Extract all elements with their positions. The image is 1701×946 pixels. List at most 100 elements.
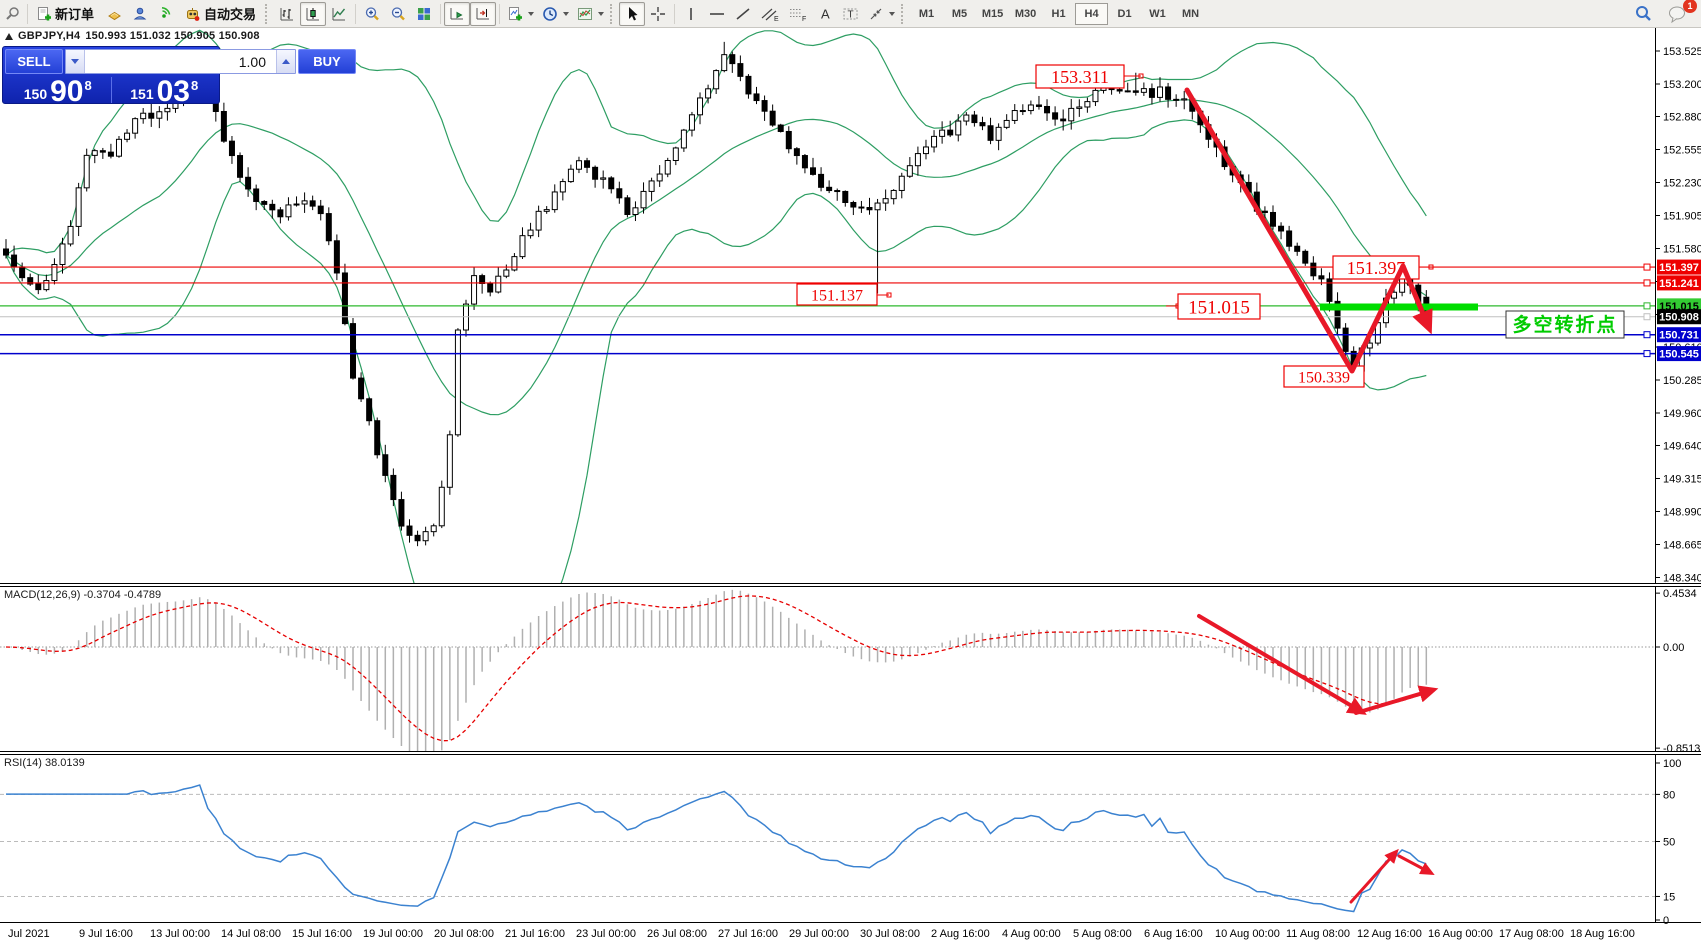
chart-shift-icon (476, 7, 490, 19)
zoom-in-button[interactable] (359, 2, 385, 26)
arrows-button[interactable] (864, 2, 899, 26)
price-annotation[interactable]: 151.397 (1332, 255, 1434, 280)
text-a-icon: A (821, 6, 830, 21)
panel-splitter[interactable] (0, 751, 1701, 755)
cursor-button[interactable] (619, 1, 646, 26)
trend-arrow[interactable] (1397, 854, 1435, 875)
time-axis-label: 20 Jul 08:00 (434, 928, 494, 940)
trendline-icon (736, 7, 750, 20)
trend-arrow[interactable] (1354, 685, 1439, 715)
price-tick-label: 153.200 (1663, 79, 1701, 91)
turning-point-label[interactable]: 多空转折点 (1505, 310, 1625, 339)
time-axis-label: 19 Jul 00:00 (363, 928, 423, 940)
svg-text:F: F (802, 16, 806, 22)
gold-bar-button[interactable] (101, 2, 127, 26)
line-endpoint-handle[interactable] (1643, 313, 1651, 321)
toolbar-separator (499, 3, 501, 24)
price-annotation[interactable]: 150.339 (1283, 365, 1365, 388)
buy-button[interactable]: BUY (298, 49, 356, 74)
templates-button[interactable] (573, 2, 608, 26)
rsi-indicator-label: RSI(14) 38.0139 (4, 757, 85, 769)
fibonacci-button[interactable]: F (784, 2, 812, 26)
price-annotation[interactable]: 151.015 (1166, 293, 1261, 320)
timeframe-button-M5[interactable]: M5 (943, 3, 976, 25)
svg-text:151.397: 151.397 (1659, 262, 1699, 274)
price-annotation[interactable]: 151.137 (796, 283, 892, 306)
time-axis-label: 26 Jul 08:00 (647, 928, 707, 940)
dropdown-caret-icon (889, 11, 896, 16)
price-annotation[interactable]: 153.311 (1035, 64, 1144, 89)
equidistant-channel-button[interactable]: E (756, 2, 784, 26)
text-button[interactable]: A (812, 2, 838, 26)
timeframe-button-M15[interactable]: M15 (976, 3, 1009, 25)
price-tick-label: 149.960 (1663, 408, 1701, 420)
new-order-button[interactable]: 新订单 (31, 2, 101, 26)
sell-button[interactable]: SELL (5, 49, 63, 74)
line-endpoint-handle[interactable] (1643, 350, 1651, 358)
timeframe-button-D1[interactable]: D1 (1108, 3, 1141, 25)
rsi-axis-label: 50 (1663, 837, 1675, 849)
time-axis-label: 16 Aug 00:00 (1428, 928, 1493, 940)
line-endpoint-handle[interactable] (1643, 331, 1651, 339)
time-axis-label: 2 Aug 16:00 (931, 928, 990, 940)
timeframe-button-H1[interactable]: H1 (1042, 3, 1075, 25)
timeframe-button-W1[interactable]: W1 (1141, 3, 1174, 25)
price-tick-label: 148.665 (1663, 539, 1701, 551)
svg-text:151.397: 151.397 (1347, 258, 1406, 278)
trend-arrow[interactable] (1197, 614, 1367, 715)
svg-text:多空转折点: 多空转折点 (1512, 313, 1617, 336)
time-axis-label: 14 Jul 08:00 (221, 928, 281, 940)
line-endpoint-handle[interactable] (1643, 279, 1651, 287)
volume-stepper (65, 49, 296, 74)
line-endpoint-handle[interactable] (1643, 302, 1651, 310)
chart-candles-button[interactable] (300, 1, 327, 26)
auto-trading-button[interactable]: 自动交易 (179, 2, 263, 26)
clipped-toolbar-icon[interactable] (0, 2, 24, 26)
user-button[interactable] (127, 2, 153, 26)
time-axis-label: 10 Aug 00:00 (1215, 928, 1280, 940)
sell-price[interactable]: 150 90 8 (23, 75, 92, 108)
volume-input[interactable] (85, 50, 276, 73)
timeframe-button-M1[interactable]: M1 (910, 3, 943, 25)
indicators-button[interactable] (503, 2, 538, 26)
timeframe-button-H4[interactable]: H4 (1075, 2, 1109, 25)
auto-scroll-button[interactable] (444, 1, 471, 26)
time-axis-label: 15 Jul 16:00 (292, 928, 352, 940)
arrow-shapes-icon (870, 8, 882, 19)
timeframe-button-M30[interactable]: M30 (1009, 3, 1042, 25)
chart-line-button[interactable] (326, 2, 352, 26)
zoom-out-button[interactable] (385, 2, 411, 26)
timeframe-button-MN[interactable]: MN (1174, 3, 1207, 25)
trend-arrow[interactable] (1349, 848, 1399, 904)
price-tick-label: 148.990 (1663, 506, 1701, 518)
price-divider (110, 76, 112, 103)
volume-increase-button[interactable] (276, 50, 295, 73)
tile-windows-button[interactable] (411, 2, 437, 26)
svg-text:150.908: 150.908 (1659, 312, 1699, 324)
chart-bars-button[interactable] (274, 2, 300, 26)
panel-splitter[interactable] (0, 583, 1701, 587)
vertical-line-button[interactable] (678, 2, 704, 26)
time-axis-label: 11 Aug 08:00 (1286, 928, 1350, 940)
zoom-in-icon (365, 6, 379, 20)
signals-button[interactable] (153, 2, 179, 26)
horizontal-line-button[interactable] (704, 2, 730, 26)
periods-clock-button[interactable] (538, 2, 573, 26)
dropdown-caret-icon (528, 11, 535, 16)
line-endpoint-handle[interactable] (1643, 263, 1651, 271)
search-button[interactable] (1630, 2, 1656, 26)
crosshair-button[interactable] (645, 2, 671, 26)
notification-badge[interactable]: 1 (1683, 0, 1697, 13)
text-label-button[interactable]: T (838, 2, 864, 26)
chart-shift-button[interactable] (470, 1, 497, 26)
time-axis-label: Jul 2021 (8, 928, 50, 940)
svg-text:150.545: 150.545 (1659, 349, 1699, 361)
volume-decrease-button[interactable] (66, 50, 85, 73)
bars-chart-icon (280, 7, 294, 20)
chat-button[interactable] (1664, 2, 1691, 26)
buy-price[interactable]: 151 03 8 (130, 75, 199, 108)
trendline-button[interactable] (730, 2, 756, 26)
trend-arrow[interactable] (1184, 87, 1433, 374)
time-axis-label: 27 Jul 16:00 (718, 928, 778, 940)
